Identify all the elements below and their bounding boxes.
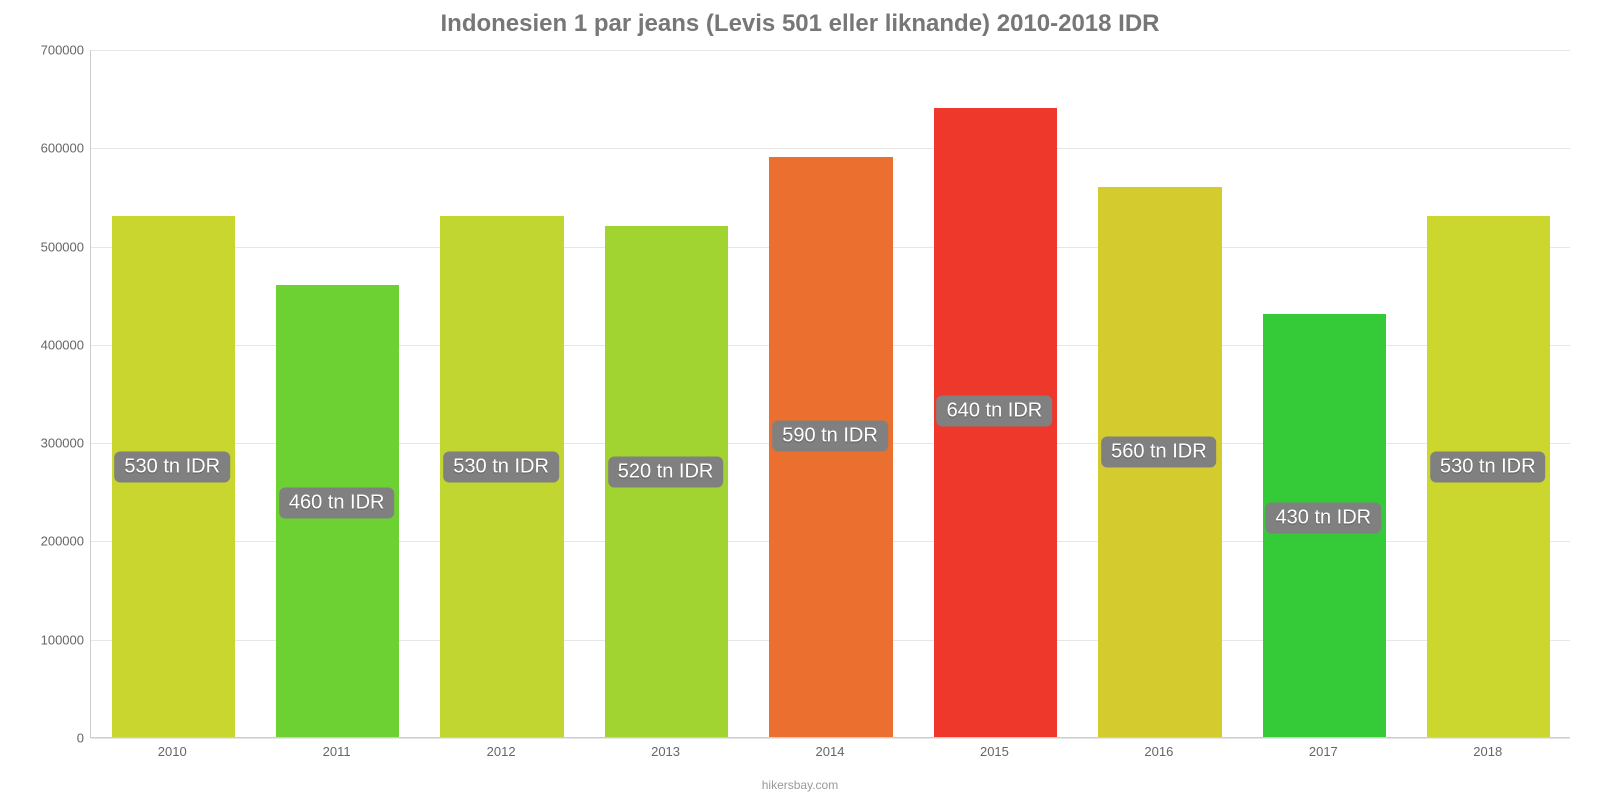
y-tick-label: 500000 [14, 239, 84, 254]
x-tick-label: 2018 [1473, 744, 1502, 759]
y-tick-label: 700000 [14, 43, 84, 58]
bar-value-label: 430 tn IDR [1266, 503, 1382, 534]
x-tick-label: 2012 [487, 744, 516, 759]
gridline [91, 148, 1570, 149]
bar-value-label: 560 tn IDR [1101, 436, 1217, 467]
bar-value-label: 530 tn IDR [1430, 452, 1546, 483]
y-tick-label: 200000 [14, 534, 84, 549]
bar-value-label: 590 tn IDR [772, 421, 888, 452]
gridline [91, 50, 1570, 51]
x-tick-label: 2017 [1309, 744, 1338, 759]
x-tick-label: 2016 [1144, 744, 1173, 759]
bar-value-label: 530 tn IDR [443, 452, 559, 483]
bar-value-label: 520 tn IDR [608, 457, 724, 488]
y-tick-label: 600000 [14, 141, 84, 156]
x-tick-label: 2010 [158, 744, 187, 759]
y-tick-label: 400000 [14, 337, 84, 352]
x-tick-label: 2014 [816, 744, 845, 759]
y-tick-label: 300000 [14, 436, 84, 451]
y-tick-label: 100000 [14, 632, 84, 647]
x-tick-label: 2011 [323, 744, 351, 759]
plot-area [90, 50, 1570, 738]
x-tick-label: 2015 [980, 744, 1009, 759]
bar-value-label: 640 tn IDR [937, 395, 1053, 426]
bar-value-label: 530 tn IDR [114, 452, 230, 483]
y-tick-label: 0 [14, 731, 84, 746]
x-tick-label: 2013 [651, 744, 680, 759]
bar-value-label: 460 tn IDR [279, 487, 395, 518]
chart-title: Indonesien 1 par jeans (Levis 501 eller … [0, 0, 1600, 38]
attribution-text: hikersbay.com [0, 778, 1600, 792]
gridline [91, 738, 1570, 739]
